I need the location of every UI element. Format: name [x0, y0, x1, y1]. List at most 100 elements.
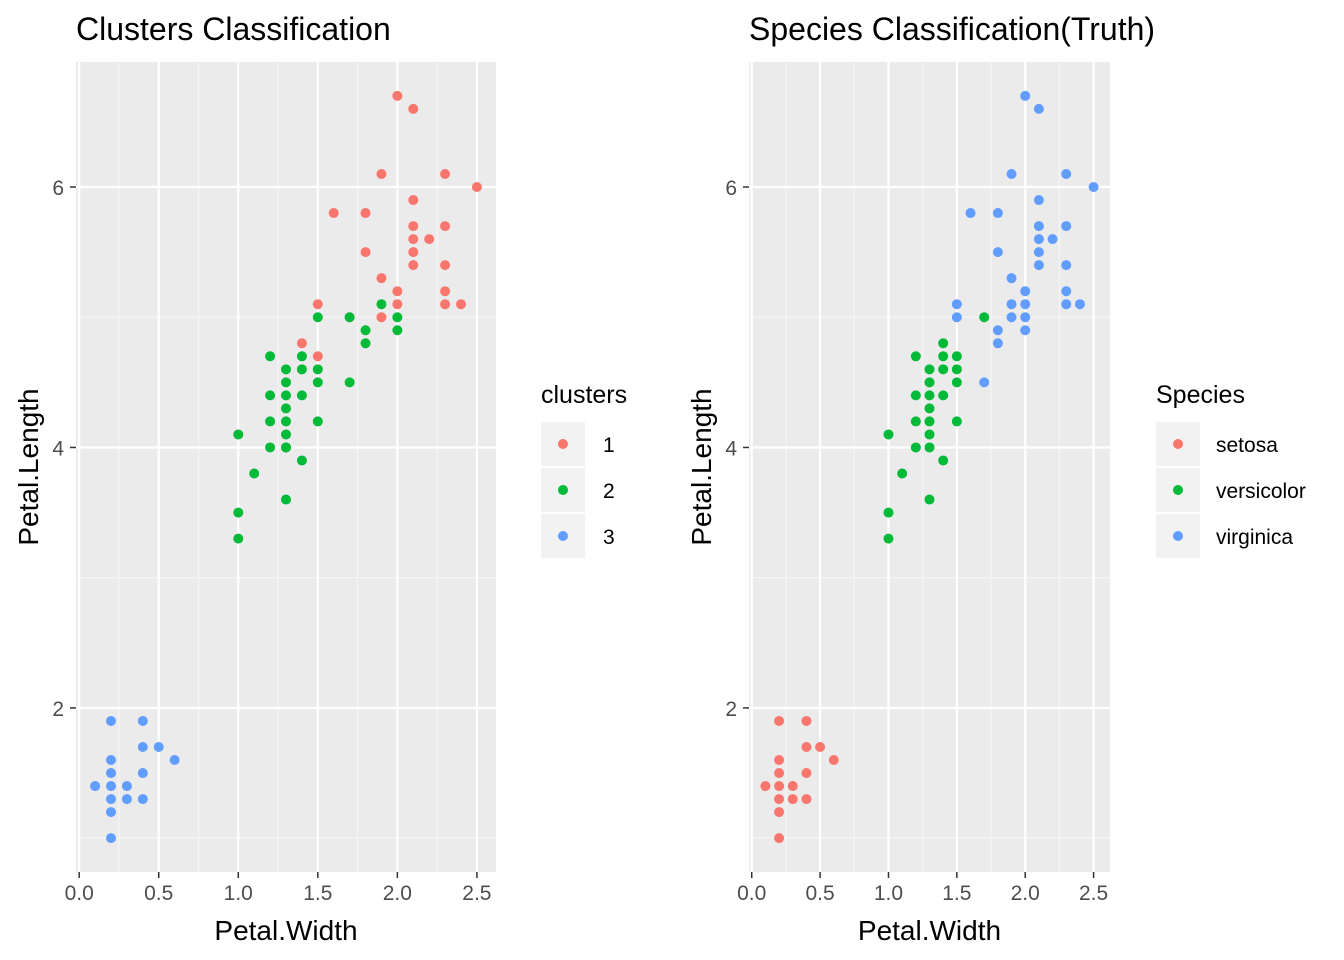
- data-point: [106, 781, 116, 792]
- data-point: [281, 416, 291, 427]
- data-point: [392, 90, 403, 101]
- data-point: [233, 507, 244, 518]
- data-point: [1061, 221, 1072, 232]
- data-point: [883, 429, 894, 440]
- data-point: [951, 351, 962, 362]
- y-tick-label: 2: [725, 698, 737, 721]
- data-point: [1006, 168, 1017, 179]
- data-point: [408, 195, 419, 206]
- legend-key-marker: [1173, 439, 1183, 449]
- data-point: [408, 221, 419, 232]
- data-point: [169, 755, 180, 766]
- data-point: [774, 768, 785, 779]
- data-point: [815, 741, 826, 752]
- data-point: [456, 299, 466, 310]
- data-point: [1033, 195, 1044, 206]
- y-axis-title: Petal.Length: [13, 388, 44, 545]
- data-point: [951, 312, 962, 323]
- legend-label: 3: [603, 526, 615, 549]
- data-point: [106, 807, 116, 818]
- y-tick-label: 2: [52, 698, 64, 721]
- data-point: [376, 299, 387, 310]
- legend-key-marker: [558, 439, 568, 449]
- data-point: [328, 208, 339, 219]
- data-point: [344, 377, 355, 388]
- data-point: [233, 429, 244, 440]
- data-point: [774, 715, 785, 726]
- data-point: [951, 416, 962, 427]
- data-point: [924, 442, 935, 453]
- legend-key-marker: [558, 485, 568, 495]
- data-point: [801, 741, 812, 752]
- data-point: [1020, 286, 1031, 297]
- data-point: [408, 103, 419, 114]
- data-point: [992, 338, 1003, 349]
- data-point: [360, 325, 371, 336]
- data-point: [774, 807, 785, 818]
- data-point: [1020, 312, 1031, 323]
- x-tick-label: 1.0: [224, 882, 253, 905]
- data-point: [440, 260, 451, 271]
- data-point: [938, 338, 949, 349]
- data-point: [1033, 234, 1044, 245]
- legend-key-marker: [1173, 531, 1183, 541]
- data-point: [883, 507, 894, 518]
- data-point: [1061, 168, 1072, 179]
- data-point: [801, 768, 812, 779]
- data-point: [897, 468, 908, 479]
- legend-label: virginica: [1216, 526, 1293, 549]
- data-point: [828, 755, 839, 766]
- data-point: [376, 312, 387, 323]
- data-point: [265, 442, 276, 453]
- data-point: [1020, 299, 1031, 310]
- data-point: [344, 312, 355, 323]
- x-tick-label: 1.5: [303, 882, 332, 905]
- data-point: [787, 781, 798, 792]
- data-point: [1033, 221, 1044, 232]
- data-point: [281, 364, 291, 375]
- x-tick-label: 2.0: [1011, 882, 1040, 905]
- data-point: [440, 168, 451, 179]
- data-point: [1074, 299, 1085, 310]
- x-tick-label: 1.5: [942, 882, 971, 905]
- species-scatter-chart: Species Classification(Truth) 0.0 0.5 1.0 1.…: [686, 11, 1306, 946]
- x-tick-label: 2.5: [1079, 882, 1108, 905]
- chart-title: Clusters Classification: [76, 11, 391, 47]
- data-point: [992, 208, 1003, 219]
- data-point: [121, 781, 132, 792]
- y-tick-label: 4: [725, 437, 737, 460]
- data-point: [774, 833, 785, 844]
- data-point: [424, 234, 435, 245]
- data-point: [924, 403, 935, 414]
- chart-title: Species Classification(Truth): [749, 11, 1155, 47]
- x-tick-label: 0.5: [144, 882, 173, 905]
- legend-title: Species: [1156, 381, 1245, 409]
- y-tick-label: 6: [725, 177, 737, 200]
- data-point: [924, 494, 935, 505]
- data-point: [312, 299, 323, 310]
- data-point: [910, 442, 921, 453]
- legend-label: 2: [603, 480, 615, 503]
- data-point: [951, 299, 962, 310]
- x-tick-label: 2.5: [462, 882, 491, 905]
- plot-panel: [749, 62, 1110, 872]
- plot-panel: [76, 62, 496, 872]
- x-tick-label: 0.0: [65, 882, 94, 905]
- data-point: [440, 286, 451, 297]
- data-point: [281, 494, 291, 505]
- data-point: [938, 390, 949, 401]
- data-point: [1020, 325, 1031, 336]
- data-point: [296, 390, 307, 401]
- legend-label: 1: [603, 434, 615, 457]
- data-point: [440, 299, 451, 310]
- data-point: [90, 781, 101, 792]
- data-point: [392, 325, 403, 336]
- data-point: [910, 390, 921, 401]
- data-point: [281, 390, 291, 401]
- data-point: [392, 299, 403, 310]
- x-tick-label: 2.0: [383, 882, 412, 905]
- data-point: [1006, 273, 1017, 284]
- data-point: [137, 715, 148, 726]
- data-point: [801, 715, 812, 726]
- data-point: [265, 351, 276, 362]
